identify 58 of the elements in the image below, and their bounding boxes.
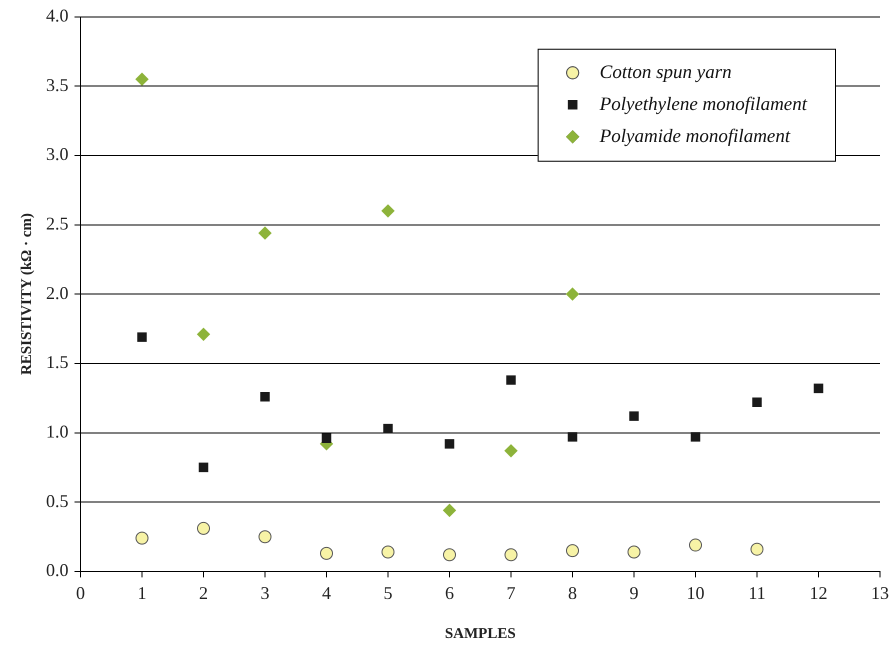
point [258, 226, 272, 240]
point [320, 546, 333, 560]
point [322, 434, 332, 444]
y-tick-label: 3.5 [46, 74, 68, 95]
point [628, 545, 640, 558]
point [382, 545, 394, 558]
x-tick-label: 11 [748, 582, 766, 603]
x-tick-label: 2 [199, 582, 208, 603]
x-tick-label: 5 [384, 582, 392, 603]
point [504, 444, 518, 458]
point [750, 542, 764, 556]
point [382, 204, 394, 218]
point [629, 411, 639, 421]
legend-label: Polyamide monofilament [598, 126, 791, 147]
y-tick-label: 2.0 [46, 282, 68, 303]
point [197, 328, 210, 341]
point [383, 424, 393, 434]
point [690, 432, 700, 442]
y-tick-label: 0.5 [46, 490, 68, 511]
point [198, 462, 208, 472]
point [566, 288, 579, 301]
point [443, 548, 456, 562]
point [568, 432, 578, 442]
x-tick-label: 1 [138, 582, 146, 603]
y-tick-label: 3.0 [46, 144, 68, 164]
y-tick-label: 0.0 [46, 560, 68, 580]
x-tick-label: 3 [260, 582, 270, 603]
legend-label: Polyethylene monofilament [598, 94, 808, 115]
point [136, 532, 148, 545]
y-tick-label: 4.0 [46, 6, 68, 26]
y-tick-label: 1.5 [46, 352, 68, 372]
point [137, 332, 147, 342]
x-axis-title: SAMPLES [444, 626, 516, 642]
x-tick-label: 6 [445, 582, 454, 603]
x-tick-label: 4 [322, 582, 331, 603]
legend-label: Cotton spun yarn [600, 62, 732, 83]
x-tick-label: 0 [76, 582, 85, 603]
x-tick-label: 8 [568, 582, 577, 603]
x-tick-label: 10 [686, 582, 704, 603]
point [504, 548, 518, 562]
point [506, 375, 516, 385]
point [814, 384, 824, 394]
x-tick-label: 7 [506, 582, 516, 603]
point [689, 538, 702, 552]
point [443, 504, 456, 517]
point [444, 439, 454, 449]
x-tick-label: 12 [810, 582, 828, 603]
x-tick-label: 13 [871, 582, 889, 603]
point [260, 392, 270, 402]
point [136, 72, 148, 86]
point [566, 544, 579, 558]
y-axis-title: RESISTIVITY (kΩ · cm) [18, 213, 35, 376]
point [258, 530, 272, 544]
x-tick-label: 9 [630, 582, 638, 603]
y-tick-label: 2.5 [46, 214, 68, 234]
point [752, 398, 762, 407]
point [197, 522, 210, 535]
y-tick-label: 1.0 [46, 421, 68, 442]
